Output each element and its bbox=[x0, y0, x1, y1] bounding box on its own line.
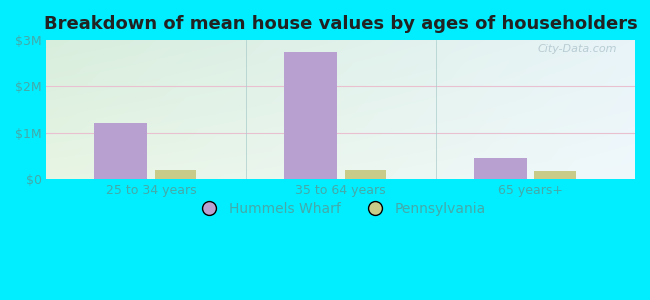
Legend: Hummels Wharf, Pennsylvania: Hummels Wharf, Pennsylvania bbox=[190, 197, 491, 222]
Bar bbox=[155, 170, 196, 179]
Title: Breakdown of mean house values by ages of householders: Breakdown of mean house values by ages o… bbox=[44, 15, 638, 33]
Bar bbox=[474, 158, 526, 179]
Bar bbox=[344, 170, 386, 179]
Bar bbox=[534, 171, 576, 179]
Text: City-Data.com: City-Data.com bbox=[538, 44, 618, 54]
Bar bbox=[284, 52, 337, 179]
Bar bbox=[94, 123, 147, 179]
